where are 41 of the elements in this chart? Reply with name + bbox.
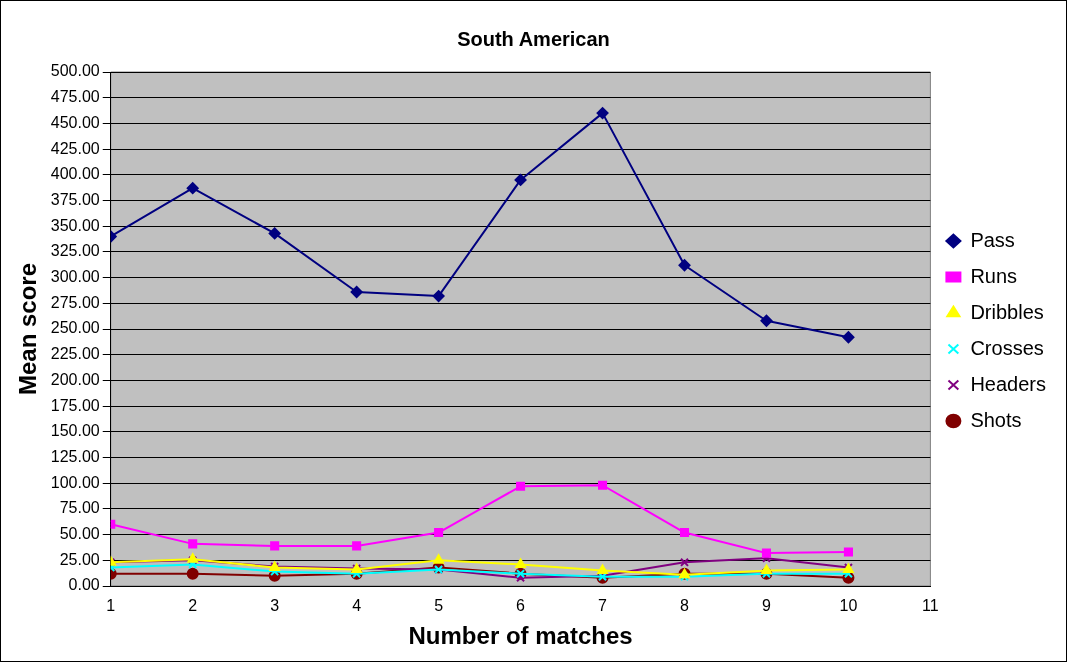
y-tick-label: 50.00 (59, 525, 100, 543)
legend-label: Shots (970, 408, 1022, 431)
x-tick-label: 1 (106, 597, 116, 615)
y-tick-label: 225.00 (50, 345, 100, 363)
y-tick-label: 400.00 (50, 165, 100, 183)
x-tick-label: 4 (352, 597, 362, 615)
y-tick-label: 325.00 (50, 242, 100, 260)
y-tick-label: 250.00 (50, 319, 100, 337)
x-tick-label: 9 (762, 597, 772, 615)
y-tick-label: 150.00 (50, 422, 100, 440)
y-tick-label: 450.00 (50, 113, 100, 131)
y-tick-label: 25.00 (59, 550, 100, 568)
legend-label: Pass (970, 228, 1015, 251)
y-tick-label: 275.00 (50, 293, 100, 311)
legend-label: Runs (970, 264, 1018, 287)
x-tick-label: 5 (434, 597, 444, 615)
y-tick-label: 300.00 (50, 268, 100, 286)
legend-label: Crosses (970, 336, 1044, 359)
y-tick-label: 75.00 (59, 499, 100, 517)
y-tick-label: 425.00 (50, 139, 100, 157)
x-tick-label: 6 (516, 597, 526, 615)
y-tick-label: 175.00 (50, 396, 100, 414)
y-tick-label: 0.00 (68, 576, 100, 594)
y-axis-title: Mean score (14, 262, 42, 396)
x-tick-label: 8 (680, 597, 690, 615)
x-tick-label: 7 (598, 597, 608, 615)
x-axis-title: Number of matches (408, 622, 633, 650)
x-tick-label: 2 (188, 597, 198, 615)
legend-label: Dribbles (970, 300, 1044, 323)
x-tick-label: 3 (270, 597, 280, 615)
legend-label: Headers (970, 372, 1047, 395)
y-tick-label: 475.00 (50, 88, 100, 106)
y-tick-label: 200.00 (50, 370, 100, 388)
y-tick-label: 375.00 (50, 190, 100, 208)
chart-title: South American (457, 27, 610, 50)
x-tick-label: 11 (922, 597, 939, 615)
y-tick-label: 125.00 (50, 447, 100, 465)
y-tick-label: 350.00 (50, 216, 100, 234)
y-tick-label: 500.00 (50, 62, 100, 80)
x-tick-label: 10 (839, 597, 858, 615)
y-tick-label: 100.00 (50, 473, 100, 491)
